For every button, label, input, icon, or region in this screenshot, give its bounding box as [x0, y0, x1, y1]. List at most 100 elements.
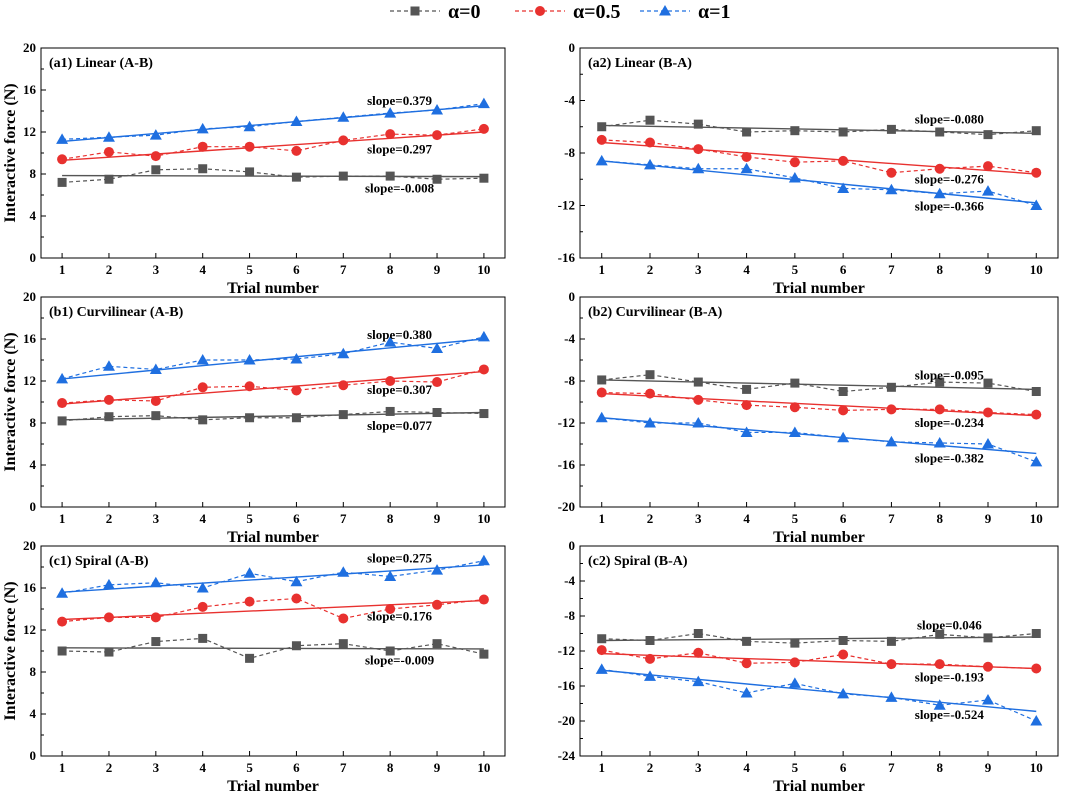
data-line [62, 168, 484, 183]
y-tick-label: 8 [30, 415, 37, 430]
data-point [151, 637, 161, 647]
x-tick-label: 7 [888, 511, 895, 526]
legend-label-1: α=0.5 [573, 1, 621, 23]
fit-line [62, 131, 484, 162]
data-point [243, 120, 256, 132]
data-point [788, 171, 801, 183]
y-tick-label: -12 [558, 643, 575, 658]
data-point [597, 375, 607, 385]
data-point [693, 629, 703, 638]
data-point [596, 645, 607, 656]
data-line [62, 597, 484, 623]
panel-6: -24 -20 -16 -12 -8 -4 0 1 2 3 4 5 6 7 8 9 10 Trial number… [558, 538, 1059, 794]
data-point [385, 376, 396, 386]
slope-label: slope=0.380 [367, 327, 432, 342]
x-tick-label: 4 [743, 760, 750, 775]
panel-2: -16 -12 -8 -4 0 1 2 3 4 5 6 7 8 9 10 Trial number (a2) L… [558, 40, 1059, 297]
x-axis-label: Trial number [227, 529, 319, 546]
data-point [1031, 409, 1042, 420]
data-point [981, 438, 994, 449]
data-point [595, 663, 608, 674]
data-point [595, 154, 608, 166]
data-point [886, 124, 896, 134]
y-tick-label: -24 [558, 748, 576, 763]
y-tick-label: 8 [30, 664, 37, 679]
data-point [432, 377, 443, 388]
slope-label: slope=-0.276 [915, 172, 985, 187]
data-point [789, 157, 800, 168]
x-tick-label: 10 [1030, 262, 1043, 277]
data-point [886, 636, 896, 646]
panel-title: (a2) Linear (B-A) [588, 56, 692, 71]
y-tick-label: 0 [569, 538, 576, 553]
data-point [56, 587, 69, 598]
slope-label: slope=0.046 [917, 618, 982, 633]
data-point [290, 352, 303, 364]
y-tick-label: 16 [23, 331, 37, 346]
y-tick-label: 4 [30, 706, 37, 721]
data-point [692, 162, 705, 174]
x-tick-label: 5 [792, 760, 799, 775]
data-point [1030, 715, 1043, 726]
data-point [981, 694, 994, 705]
y-tick-label: 4 [30, 457, 37, 472]
panel-title: (b1) Curvilinear (A-B) [49, 305, 184, 320]
data-point [245, 653, 255, 663]
data-point [56, 372, 69, 384]
data-point [693, 394, 704, 405]
data-point [432, 639, 442, 649]
y-tick-label: -16 [558, 250, 576, 265]
series-1 [57, 364, 489, 409]
x-tick-label: 9 [985, 760, 992, 775]
y-tick-label: -20 [558, 713, 575, 728]
data-point [338, 171, 348, 181]
data-point [886, 404, 897, 415]
y-tick-label: 0 [569, 289, 576, 304]
x-tick-label: 3 [153, 511, 160, 526]
data-point [741, 400, 752, 411]
data-point [338, 613, 349, 624]
data-point [57, 616, 68, 627]
data-point [384, 107, 397, 118]
series-0 [57, 164, 489, 187]
x-tick-label: 3 [695, 511, 702, 526]
data-point [57, 154, 68, 165]
data-point [982, 161, 993, 172]
data-point [149, 129, 162, 140]
data-point [838, 649, 849, 660]
data-point [57, 398, 68, 409]
data-point [933, 436, 946, 448]
data-point [790, 638, 800, 648]
x-tick-label: 9 [985, 511, 992, 526]
series-0 [597, 115, 1041, 140]
x-tick-label: 5 [792, 511, 799, 526]
slope-label: slope=-0.524 [915, 707, 985, 722]
data-point [337, 347, 350, 359]
x-tick-label: 9 [434, 262, 441, 277]
x-tick-label: 10 [477, 262, 490, 277]
data-point [886, 382, 896, 392]
data-point [645, 636, 655, 645]
panel-title: (c2) Spiral (B-A) [588, 554, 688, 569]
data-point [837, 182, 850, 193]
slope-label: slope=-0.080 [915, 112, 984, 127]
data-point [1031, 126, 1041, 136]
x-tick-label: 1 [598, 760, 605, 775]
slope-label: slope=0.379 [367, 93, 432, 108]
data-point [596, 387, 607, 398]
slope-label: slope=0.176 [367, 608, 432, 623]
x-tick-label: 1 [59, 760, 66, 775]
y-tick-label: 0 [30, 250, 37, 265]
x-tick-label: 2 [647, 511, 654, 526]
x-axis-label: Trial number [773, 280, 865, 297]
data-point [151, 165, 161, 175]
series-0 [597, 370, 1041, 396]
x-tick-label: 6 [293, 760, 300, 775]
fit-line [62, 564, 484, 593]
data-point [933, 699, 946, 710]
data-point [291, 641, 301, 651]
slope-label: slope=-0.382 [915, 450, 984, 465]
data-point [1031, 629, 1041, 638]
data-point [645, 653, 656, 664]
